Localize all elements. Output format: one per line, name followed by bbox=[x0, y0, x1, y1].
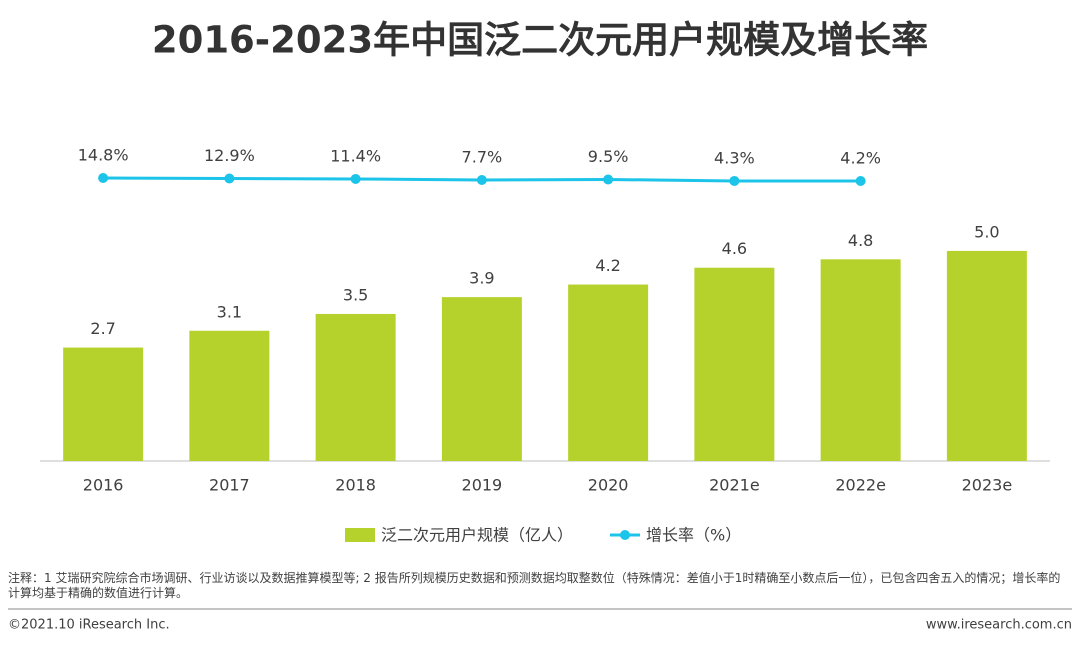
value-label: 14.8% bbox=[78, 145, 129, 164]
value-label: 4.2 bbox=[595, 256, 620, 275]
x-tick-label: 2017 bbox=[209, 476, 250, 495]
note: 注释：1 艾瑞研究院综合市场调研、行业访谈以及数据推算模型等; 2 报告所列规模… bbox=[8, 571, 1061, 600]
value-label: 11.4% bbox=[330, 146, 381, 165]
value-label: 4.2% bbox=[840, 148, 881, 167]
value-label: 3.9 bbox=[469, 269, 494, 288]
legend-swatch bbox=[620, 530, 630, 540]
x-tick-label: 2023e bbox=[962, 476, 1013, 495]
value-label: 7.7% bbox=[462, 147, 503, 166]
line-point bbox=[603, 174, 614, 185]
bar bbox=[441, 297, 522, 461]
value-label: 9.5% bbox=[588, 147, 629, 166]
x-tick-label: 2020 bbox=[588, 476, 629, 495]
line-point bbox=[350, 173, 361, 184]
x-tick-label: 2019 bbox=[462, 476, 503, 495]
value-label: 12.9% bbox=[204, 146, 255, 165]
bar bbox=[946, 250, 1027, 461]
x-tick-label: 2018 bbox=[335, 476, 376, 495]
line-point bbox=[224, 173, 235, 184]
value-label: 3.5 bbox=[343, 285, 368, 304]
x-tick-label: 2021e bbox=[709, 476, 760, 495]
legend-label: 增长率（%） bbox=[646, 526, 741, 545]
website: www.iresearch.com.cn bbox=[926, 618, 1072, 633]
value-label: 2.7 bbox=[90, 319, 115, 338]
x-tick-label: 2016 bbox=[83, 476, 124, 495]
line-point bbox=[855, 175, 866, 186]
bar bbox=[694, 267, 775, 461]
value-label: 5.0 bbox=[974, 222, 999, 241]
legend-swatch bbox=[345, 528, 375, 542]
copyright: ©2021.10 iResearch Inc. bbox=[8, 618, 170, 633]
bar bbox=[315, 313, 396, 461]
line-point bbox=[98, 172, 109, 183]
value-label: 4.8 bbox=[848, 231, 873, 250]
bar bbox=[189, 330, 270, 461]
line-point bbox=[476, 174, 487, 185]
value-label: 4.6 bbox=[722, 239, 747, 258]
chart-title: 2016-2023年中国泛二次元用户规模及增长率 bbox=[152, 19, 928, 62]
value-label: 3.1 bbox=[217, 302, 242, 321]
bar bbox=[568, 284, 649, 461]
line-point bbox=[729, 175, 740, 186]
bar bbox=[820, 259, 901, 461]
value-label: 4.3% bbox=[714, 148, 755, 167]
bar bbox=[63, 347, 144, 461]
legend-label: 泛二次元用户规模（亿人） bbox=[381, 526, 573, 545]
x-tick-label: 2022e bbox=[835, 476, 886, 495]
